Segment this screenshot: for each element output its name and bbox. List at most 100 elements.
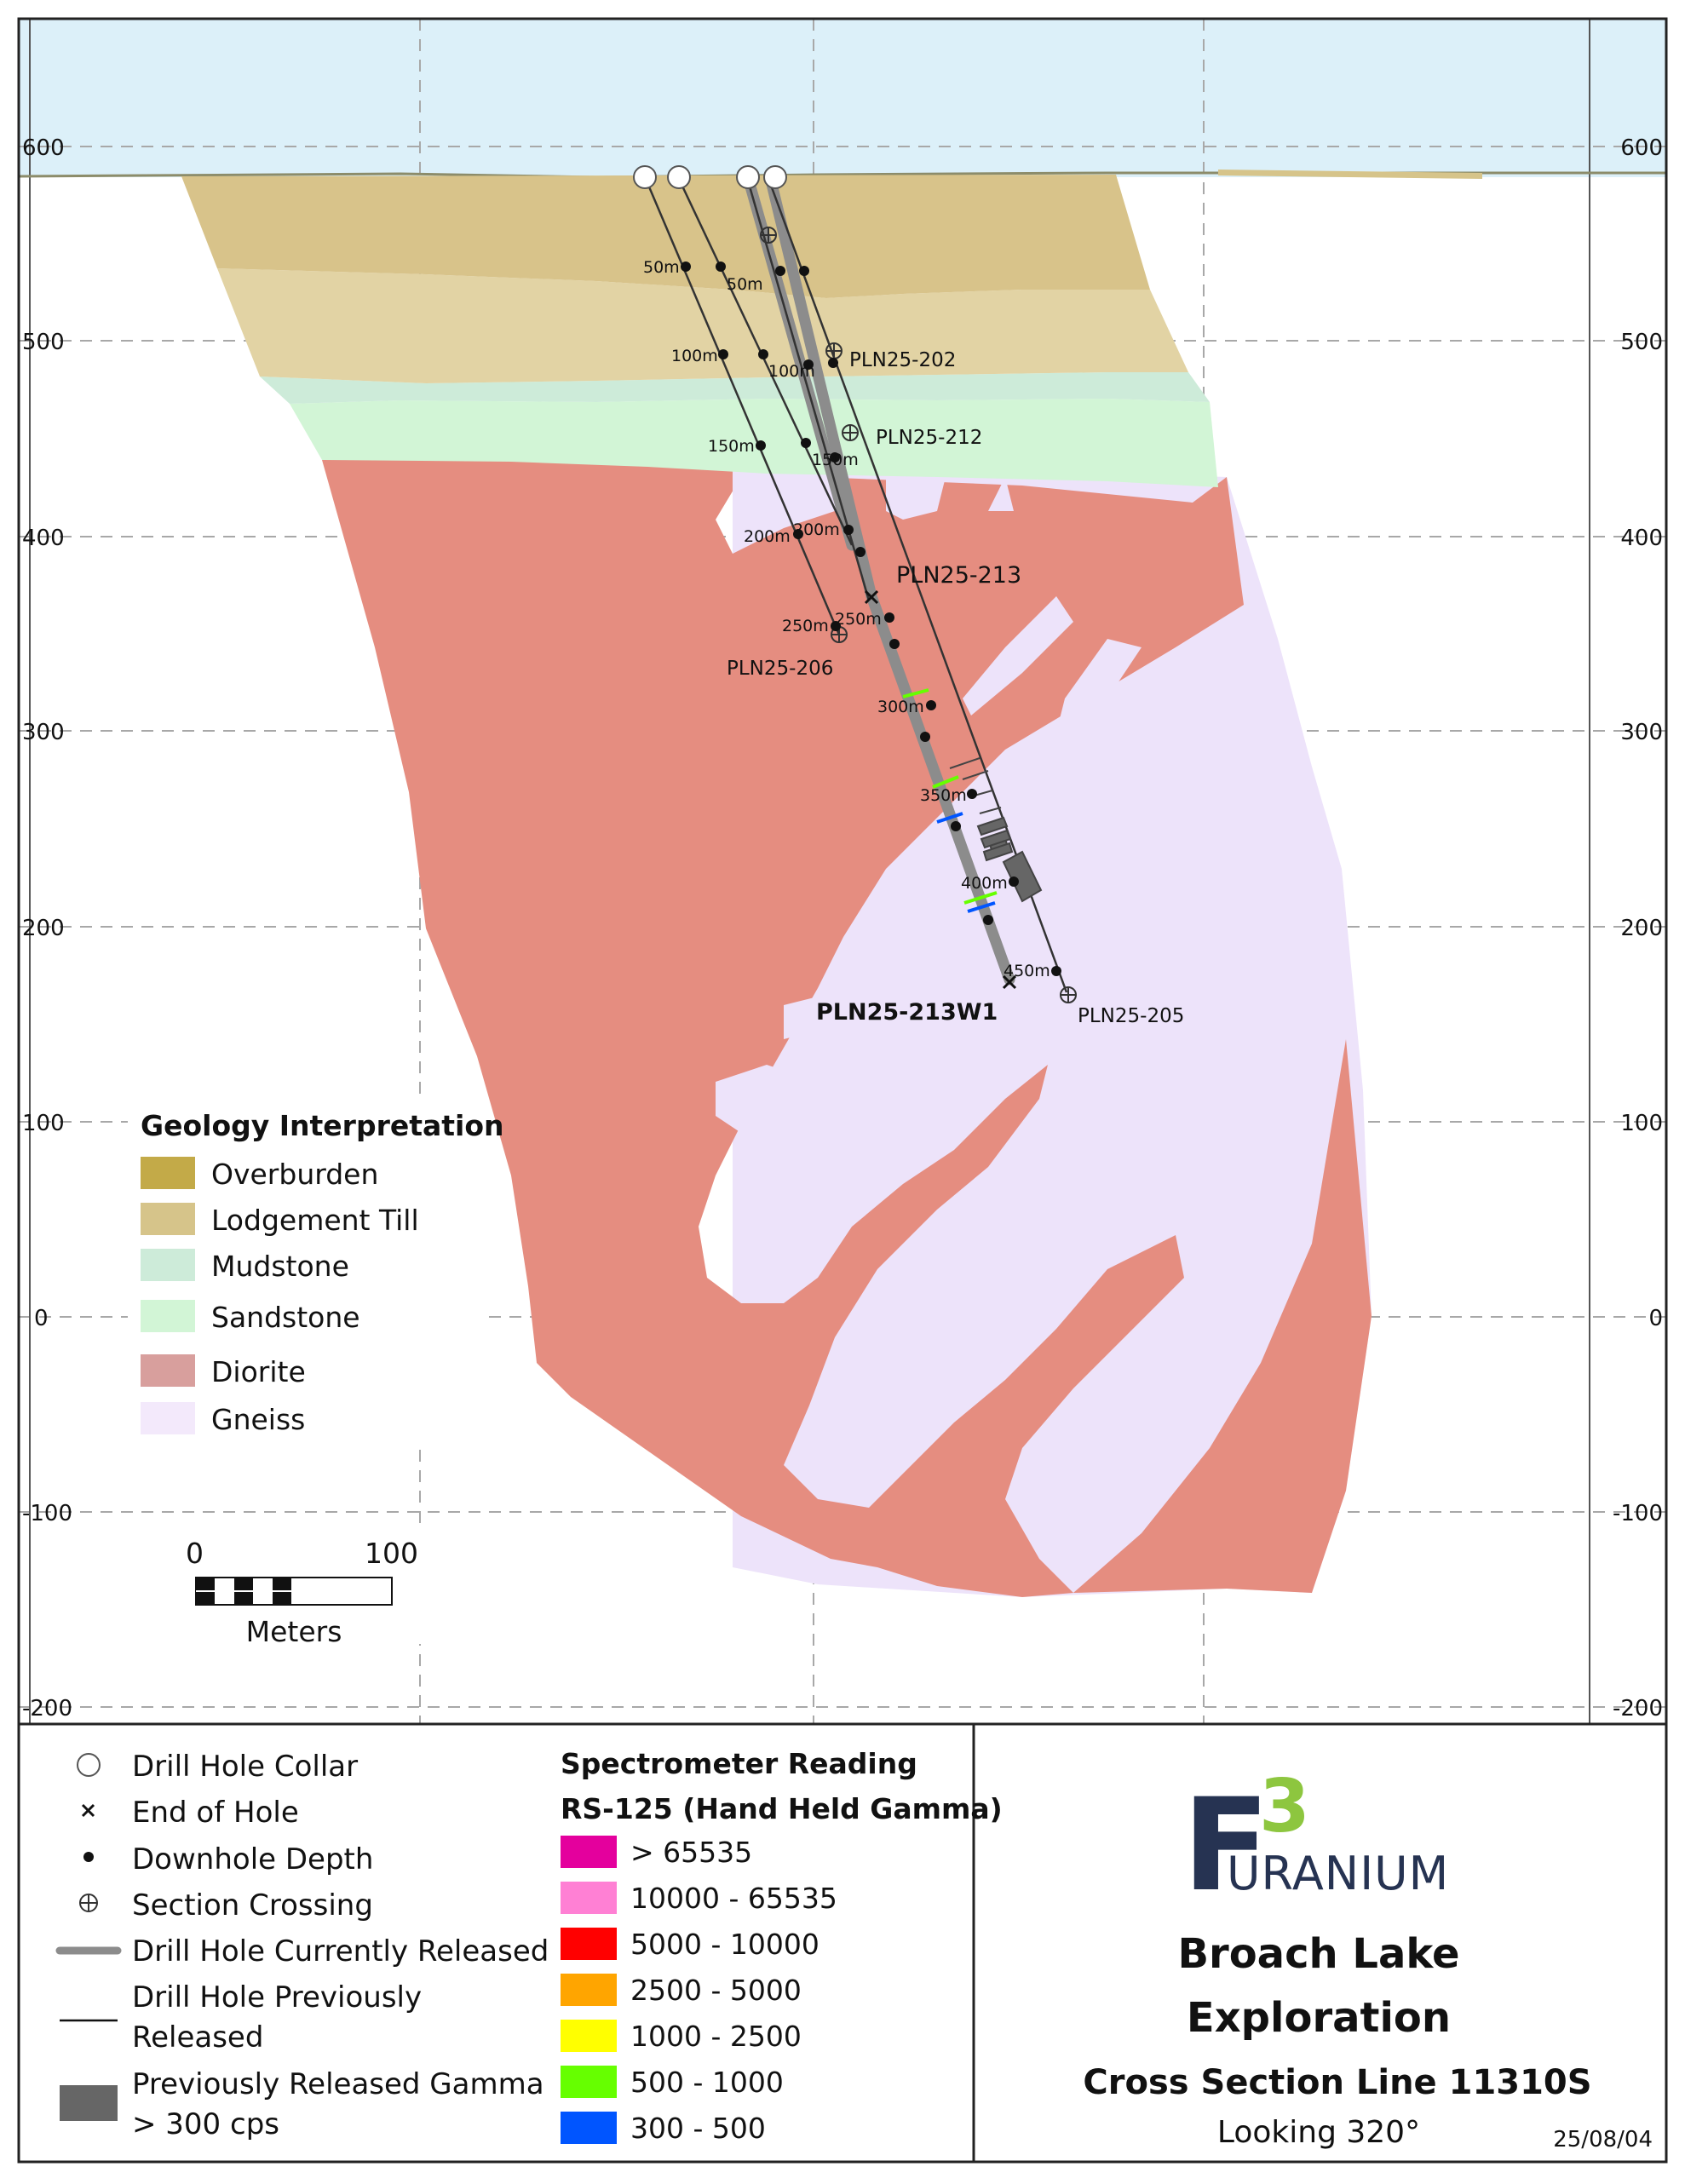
depth-label: 100m: [671, 347, 718, 365]
geology-legend: Geology Interpretation Overburden Lodgem…: [128, 1099, 504, 1448]
downhole-dots: [681, 262, 1061, 976]
scale-max: 100: [365, 1537, 418, 1570]
logo-3: 3: [1259, 1764, 1310, 1849]
hole-labels: PLN25-202 PLN25-212 PLN25-213 PLN25-206 …: [727, 349, 1184, 1027]
scale-min: 0: [186, 1537, 204, 1570]
legend-label: Overburden: [211, 1158, 378, 1191]
collars: [633, 165, 787, 189]
looking-direction: Looking 320°: [1217, 2115, 1420, 2150]
depth-label: 50m: [643, 258, 680, 277]
legend-previous-label-2: Released: [132, 2020, 263, 2055]
hole-label-pln25-212: PLN25-212: [876, 427, 982, 449]
elev-right: 200: [1620, 916, 1663, 941]
legend-end-label: End of Hole: [132, 1796, 299, 1830]
legend-downhole-label: Downhole Depth: [132, 1842, 373, 1877]
section-crossing-icon: [79, 1894, 98, 1912]
end-of-hole-icon: [81, 1803, 95, 1818]
spectro-swatch: [561, 2112, 617, 2144]
depth-label: 250m: [835, 610, 882, 629]
spectrometer-title-2: RS-125 (Hand Held Gamma): [561, 1792, 1003, 1825]
spectro-swatch: [561, 1928, 617, 1960]
depth-label: 450m: [1004, 962, 1050, 980]
sandstone-swatch: [141, 1300, 195, 1332]
gneiss-lenses: [716, 464, 1142, 1210]
hole-label-pln25-205: PLN25-205: [1078, 1005, 1184, 1027]
map-area: 50m 50m 100m 100m 150m 150m 200m 200m 25…: [18, 19, 1666, 1724]
depth-labels: 50m 50m 100m 100m 150m 150m 200m 200m 25…: [643, 258, 1050, 980]
legend-frame: [17, 1722, 1668, 2164]
depth-label: 200m: [793, 520, 840, 539]
spectro-label: 10000 - 65535: [630, 1882, 837, 1915]
lodgement-till-swatch: [141, 1203, 195, 1235]
mudstone-swatch: [141, 1249, 195, 1281]
elev-right: 600: [1620, 135, 1663, 161]
scale-unit: Meters: [246, 1615, 342, 1648]
elev-left: 500: [22, 330, 65, 355]
elev-left: 0: [34, 1306, 49, 1331]
elev-left: 300: [22, 720, 65, 745]
legend-label: Mudstone: [211, 1250, 349, 1283]
elev-right: -100: [1613, 1501, 1663, 1526]
hole-label-pln25-202: PLN25-202: [849, 349, 956, 371]
gneiss-swatch: [141, 1402, 195, 1434]
section-title: Cross Section Line 11310S: [1083, 2063, 1591, 2102]
spectro-swatch: [561, 1974, 617, 2006]
scale-bar: 0 100 Meters: [128, 1525, 434, 1648]
project-title-2: Exploration: [1187, 1994, 1451, 2042]
diorite-body: [322, 460, 1244, 1597]
elev-right: 400: [1620, 526, 1663, 551]
depth-label: 400m: [961, 874, 1008, 893]
elev-left: 200: [22, 916, 65, 941]
gamma-icon: [60, 2085, 118, 2121]
depth-label: 350m: [920, 786, 967, 805]
elev-right: -200: [1613, 1696, 1663, 1721]
overburden-layer: [181, 175, 1150, 298]
spectro-swatch: [561, 2020, 617, 2052]
spectrometer-legend: Spectrometer Reading RS-125 (Hand Held G…: [561, 1747, 1003, 2145]
depth-label: 300m: [877, 698, 924, 716]
depth-label: 150m: [708, 437, 755, 456]
hole-label-pln25-213: PLN25-213: [896, 562, 1021, 589]
depth-label: 150m: [812, 451, 859, 469]
elev-right: 300: [1620, 720, 1663, 745]
gamma-blocks: [976, 816, 1043, 903]
end-of-hole-marks: [864, 589, 1017, 990]
lodgement-till-layer: [217, 268, 1188, 383]
spectro-label: 5000 - 10000: [630, 1928, 819, 1961]
spectrometer-ticks: [902, 688, 998, 913]
logo-f: F: [1182, 1772, 1269, 1920]
hole-label-pln25-213w1: PLN25-213W1: [816, 999, 998, 1026]
diorite-swatch: [141, 1354, 195, 1387]
spectro-label: 1000 - 2500: [630, 2020, 802, 2053]
elev-left: 600: [22, 135, 65, 161]
depth-label: 50m: [727, 275, 763, 294]
legend-gamma-label-2: > 300 cps: [132, 2107, 279, 2141]
spectrometer-title-1: Spectrometer Reading: [561, 1747, 917, 1780]
elev-left: -200: [22, 1696, 72, 1721]
spectro-label: > 65535: [630, 1836, 752, 1869]
spectro-swatch: [561, 2066, 617, 2098]
spectro-label: 2500 - 5000: [630, 1974, 802, 2007]
sandstone-layer: [290, 399, 1218, 487]
hole-label-pln25-206: PLN25-206: [727, 658, 833, 680]
elevation-labels-left: 600 500 400 300 200 100 0 -100 -200: [22, 135, 72, 1721]
collar-icon: [77, 1753, 101, 1777]
legend-collar-label: Drill Hole Collar: [132, 1750, 358, 1784]
legend-label: Sandstone: [211, 1301, 360, 1334]
elev-right: 0: [1648, 1306, 1663, 1331]
elev-left: -100: [22, 1501, 72, 1526]
depth-label: 250m: [782, 617, 829, 635]
f3-uranium-logo: F 3 URANIUM: [1182, 1764, 1448, 1920]
downhole-depth-icon: [83, 1852, 94, 1862]
elev-left: 400: [22, 526, 65, 551]
legend-label: Gneiss: [211, 1403, 305, 1436]
symbol-legend: Drill Hole Collar End of Hole Downhole D…: [55, 1750, 549, 2141]
spectro-label: 500 - 1000: [630, 2066, 784, 2099]
elevation-labels-right: 600 500 400 300 200 100 0 -100 -200: [1613, 135, 1663, 1721]
map-date: 25/08/04: [1553, 2127, 1653, 2152]
overburden-swatch: [141, 1157, 195, 1189]
elev-right: 100: [1620, 1111, 1663, 1136]
geology-legend-title: Geology Interpretation: [141, 1109, 504, 1142]
